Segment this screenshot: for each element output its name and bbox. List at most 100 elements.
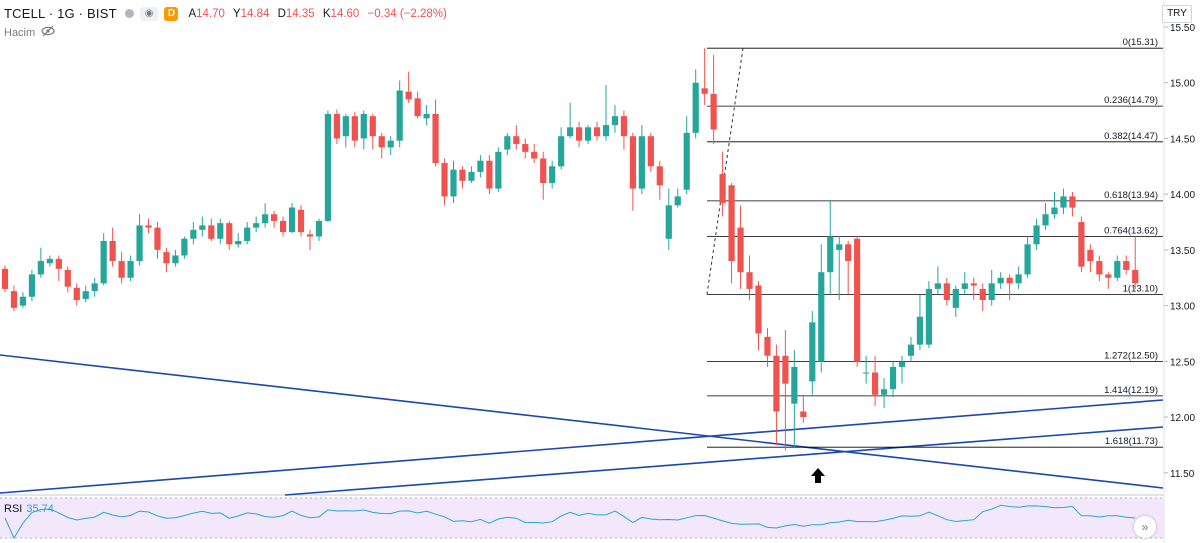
price-axis[interactable]: 11.50 12.00 12.50 13.00 13.50 14.00 14.50 15.00… — [1163, 0, 1200, 543]
candle-body — [728, 185, 735, 262]
price-tick-label: 14.50 — [1170, 134, 1195, 145]
candle-body — [82, 291, 89, 299]
candle-body — [450, 169, 457, 197]
low-key: D — [277, 7, 286, 20]
candle-body — [279, 220, 287, 233]
fib-level-label: 1.414(12.19) — [1104, 385, 1158, 396]
candle-body — [208, 225, 215, 239]
candle-body — [378, 136, 385, 148]
price-tick-label: 15.50 — [1170, 23, 1195, 34]
high-value: 14.84 — [240, 7, 270, 20]
candle-body — [10, 291, 18, 308]
fib-level-label: 1.618(11.73) — [1105, 436, 1158, 447]
candle-body — [163, 252, 170, 264]
candle-body — [898, 361, 906, 367]
rsi-value: 35.74 — [26, 503, 54, 515]
candle-body — [324, 113, 332, 221]
candle-body — [342, 116, 349, 137]
symbol-title[interactable]: TCELL · 1G · BIST — [4, 6, 117, 21]
candle-body — [737, 227, 744, 273]
rsi-label[interactable]: RSI — [4, 503, 23, 515]
candle-body — [118, 261, 125, 278]
candle-body — [351, 116, 358, 141]
candle-body — [629, 136, 636, 189]
candle-body — [952, 288, 959, 308]
candle-body — [1078, 222, 1085, 267]
candle-body — [549, 166, 556, 184]
eye-crossed-icon[interactable] — [41, 25, 55, 40]
candle-body — [1123, 261, 1130, 270]
candle-body — [154, 227, 161, 250]
ohlc-values: A14.70 Y14.84 D14.35 K14.60 −0.34 (−2.28… — [188, 8, 451, 20]
arrow-up-icon — [811, 468, 825, 483]
candle-body — [199, 225, 206, 230]
fib-level-label: 0(15.31) — [1123, 37, 1158, 48]
fib-level-label: 0.236(14.79) — [1104, 95, 1158, 106]
candle-body — [423, 113, 430, 119]
currency-label[interactable]: TRY — [1162, 5, 1192, 23]
candle-body — [37, 261, 44, 275]
close-value: 14.60 — [330, 7, 360, 20]
candle-body — [477, 160, 484, 172]
candle-body — [432, 113, 439, 163]
rsi-line — [4, 504, 1136, 540]
candle-body — [818, 272, 825, 362]
candle-body — [387, 140, 394, 148]
market-status-dot — [124, 9, 134, 18]
candle-body — [1087, 249, 1094, 262]
price-tick-label: 12.00 — [1170, 413, 1195, 424]
candle-body — [540, 158, 547, 184]
candle-body — [674, 196, 681, 206]
scroll-to-realtime-button[interactable]: » — [1134, 516, 1156, 538]
high-key: Y — [232, 7, 241, 20]
arrow-up-shape — [811, 468, 825, 483]
candle-body — [145, 225, 152, 228]
candle-body — [181, 238, 188, 256]
candle-body — [288, 207, 296, 233]
candle-body — [396, 90, 403, 141]
candle-body — [683, 132, 690, 190]
candle-body — [495, 151, 502, 189]
candle-body — [468, 171, 475, 181]
candle-body — [235, 240, 242, 245]
hide-eye-icon[interactable]: ◉ — [139, 6, 159, 21]
candle-body — [100, 240, 107, 284]
candle-body — [764, 336, 771, 356]
candle-body — [970, 283, 977, 286]
candle-body — [1015, 274, 1022, 284]
open-value: 14.70 — [196, 7, 225, 20]
candle-body — [997, 277, 1004, 284]
candle-body — [91, 283, 98, 292]
candle-body — [845, 244, 852, 262]
volume-label[interactable]: Hacim — [4, 26, 36, 39]
candle-body — [710, 93, 717, 130]
candle-body — [1006, 277, 1013, 284]
candle-body — [934, 283, 941, 289]
candle-body — [809, 322, 816, 382]
price-tick-label: 13.00 — [1170, 302, 1195, 313]
candle-body — [611, 116, 619, 126]
candle-body — [172, 255, 179, 264]
candle-body — [656, 166, 663, 186]
candle-body — [925, 288, 933, 345]
symbol-header: TCELL · 1G · BIST ◉ D A14.70 Y14.84 D14.… — [4, 6, 452, 21]
close-key: K — [322, 7, 331, 20]
candle-body — [1024, 244, 1031, 275]
candle-body — [1114, 261, 1121, 278]
candle-body — [665, 205, 672, 239]
candle-body — [575, 127, 583, 141]
trend-line — [284, 426, 1164, 496]
candle-body — [593, 127, 601, 137]
candle-body — [315, 220, 323, 237]
trend-lines — [0, 354, 1164, 496]
candle-body — [1096, 261, 1103, 275]
candle-body — [262, 214, 269, 224]
candle-body — [827, 236, 834, 273]
price-tick-label: 14.00 — [1170, 190, 1195, 201]
candle-body — [127, 261, 134, 278]
fib-level-label: 0.382(14.47) — [1104, 131, 1158, 142]
price-tick-label: 11.50 — [1170, 469, 1195, 480]
candle-body — [271, 214, 278, 221]
open-key: A — [188, 7, 197, 20]
